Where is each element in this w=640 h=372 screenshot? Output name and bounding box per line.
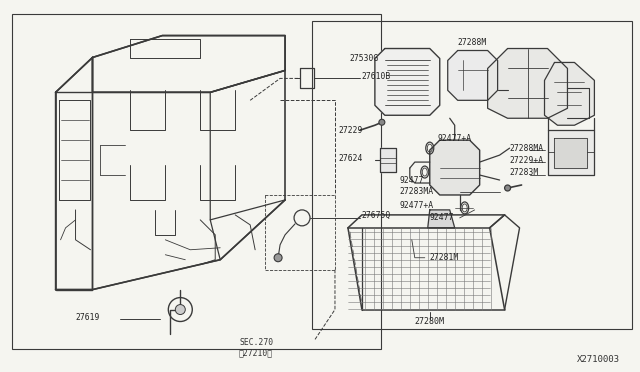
Polygon shape <box>547 130 595 175</box>
Text: 27530G: 27530G <box>350 54 379 63</box>
Circle shape <box>274 254 282 262</box>
Polygon shape <box>448 51 498 100</box>
Text: 27619: 27619 <box>76 313 100 322</box>
Text: 27283MA: 27283MA <box>400 187 434 196</box>
Polygon shape <box>545 62 595 125</box>
Polygon shape <box>554 138 588 168</box>
Text: 92477: 92477 <box>400 176 424 185</box>
Text: X2710003: X2710003 <box>577 355 620 364</box>
Text: 92477: 92477 <box>430 214 454 222</box>
Text: 92477+A: 92477+A <box>400 201 434 211</box>
Polygon shape <box>430 140 479 195</box>
Polygon shape <box>380 148 396 172</box>
Text: 27229+A: 27229+A <box>509 155 544 164</box>
Text: 27288M: 27288M <box>458 38 487 47</box>
Polygon shape <box>428 210 454 228</box>
Text: 27624: 27624 <box>338 154 362 163</box>
Text: 27283M: 27283M <box>509 167 539 177</box>
Text: 92477+A: 92477+A <box>438 134 472 143</box>
Circle shape <box>379 119 385 125</box>
Text: 27229: 27229 <box>338 126 362 135</box>
Polygon shape <box>375 48 440 115</box>
Circle shape <box>175 305 186 314</box>
Text: 27281M: 27281M <box>430 253 459 262</box>
Polygon shape <box>488 48 568 118</box>
Bar <box>12 14 381 349</box>
Text: 27280M: 27280M <box>415 317 445 326</box>
Bar <box>312 21 632 329</box>
Text: 27610B: 27610B <box>362 72 391 81</box>
Circle shape <box>504 185 511 191</box>
Text: 27288MA: 27288MA <box>509 144 544 153</box>
Text: SEC.270
。27210〃: SEC.270 。27210〃 <box>239 338 273 357</box>
Text: 27675Q: 27675Q <box>362 211 391 220</box>
